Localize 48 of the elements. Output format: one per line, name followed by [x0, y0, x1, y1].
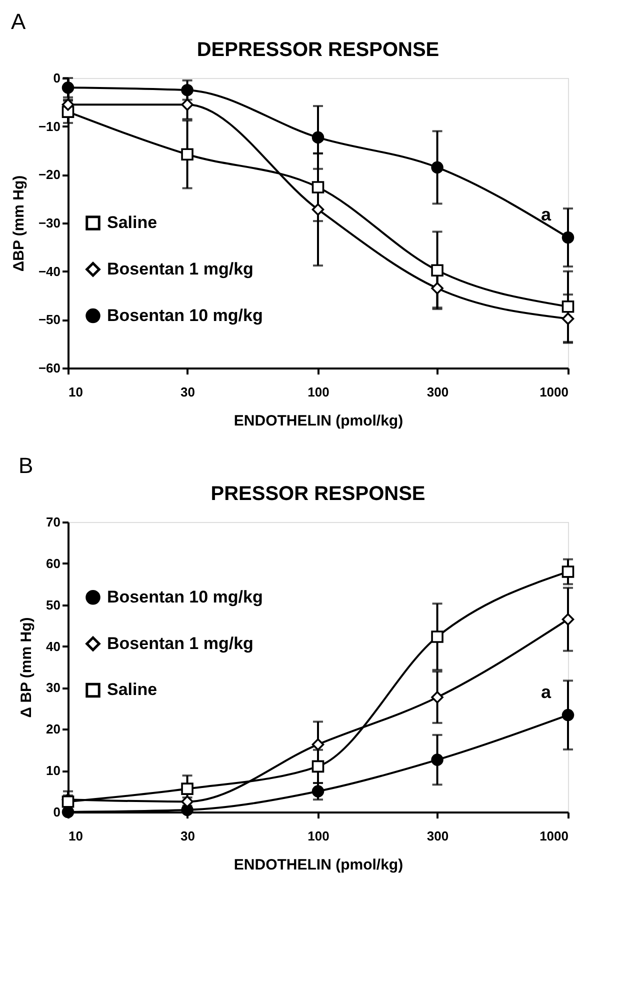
legend-label: Bosentan 10 mg/kg — [107, 306, 263, 325]
y-tick-label: 40 — [46, 638, 60, 654]
legend-label: Bosentan 10 mg/kg — [107, 587, 263, 606]
x-tick-label: 30 — [180, 828, 196, 844]
y-axis-title: ΔBP (mm Hg) — [10, 175, 28, 272]
point — [62, 98, 74, 111]
x-tick-label: 1000 — [540, 384, 568, 400]
y-tick-label: 10 — [46, 763, 60, 778]
y-tick-label: 0 — [53, 804, 60, 820]
y-tick-label: −20 — [38, 167, 60, 182]
point — [562, 300, 574, 313]
y-tick-label: −50 — [38, 312, 60, 328]
chart-title: DEPRESSOR RESPONSE — [196, 39, 440, 61]
point — [62, 82, 74, 94]
point — [562, 312, 574, 325]
y-tick-label: 70 — [46, 514, 60, 530]
point — [312, 131, 324, 144]
y-tick-label: 50 — [46, 597, 60, 612]
x-tick-label: 300 — [426, 828, 449, 844]
legend-label: Saline — [107, 213, 158, 232]
x-tick-label: 1000 — [540, 828, 568, 844]
y-tick-label: 30 — [46, 680, 60, 696]
x-tick-label: 100 — [308, 828, 330, 844]
y-axis-title: Δ BP (mm Hg) — [18, 617, 36, 718]
x-tick-label: 100 — [308, 384, 330, 400]
y-tick-label: 0 — [53, 70, 60, 86]
y-tick-label: −10 — [38, 118, 60, 134]
annotation: a — [540, 682, 552, 702]
x-axis-title: ENDOTHELIN (pmol/kg) — [234, 856, 404, 874]
y-tick-label: 60 — [46, 556, 60, 571]
text: A — [10, 9, 26, 34]
y-tick-label: −30 — [38, 216, 60, 230]
annotation: a — [540, 204, 552, 224]
y-tick-label: −40 — [38, 264, 60, 279]
legend-label: Saline — [107, 680, 158, 700]
legend-label: Bosentan 1 mg/kg — [107, 259, 254, 278]
legend-label: Bosentan 1 mg/kg — [107, 634, 254, 653]
x-tick-label: 300 — [426, 384, 449, 400]
chart-title: PRESSOR RESPONSE — [210, 483, 426, 505]
x-tick-label: 10 — [68, 384, 83, 400]
point — [312, 181, 324, 194]
text: B — [18, 453, 34, 478]
x-axis-title: ENDOTHELIN (pmol/kg) — [234, 412, 404, 430]
x-tick-label: 30 — [180, 384, 196, 400]
y-tick-label: −60 — [38, 360, 60, 376]
x-tick-label: 10 — [68, 828, 83, 844]
y-tick-label: 20 — [46, 722, 60, 737]
point — [562, 231, 574, 244]
